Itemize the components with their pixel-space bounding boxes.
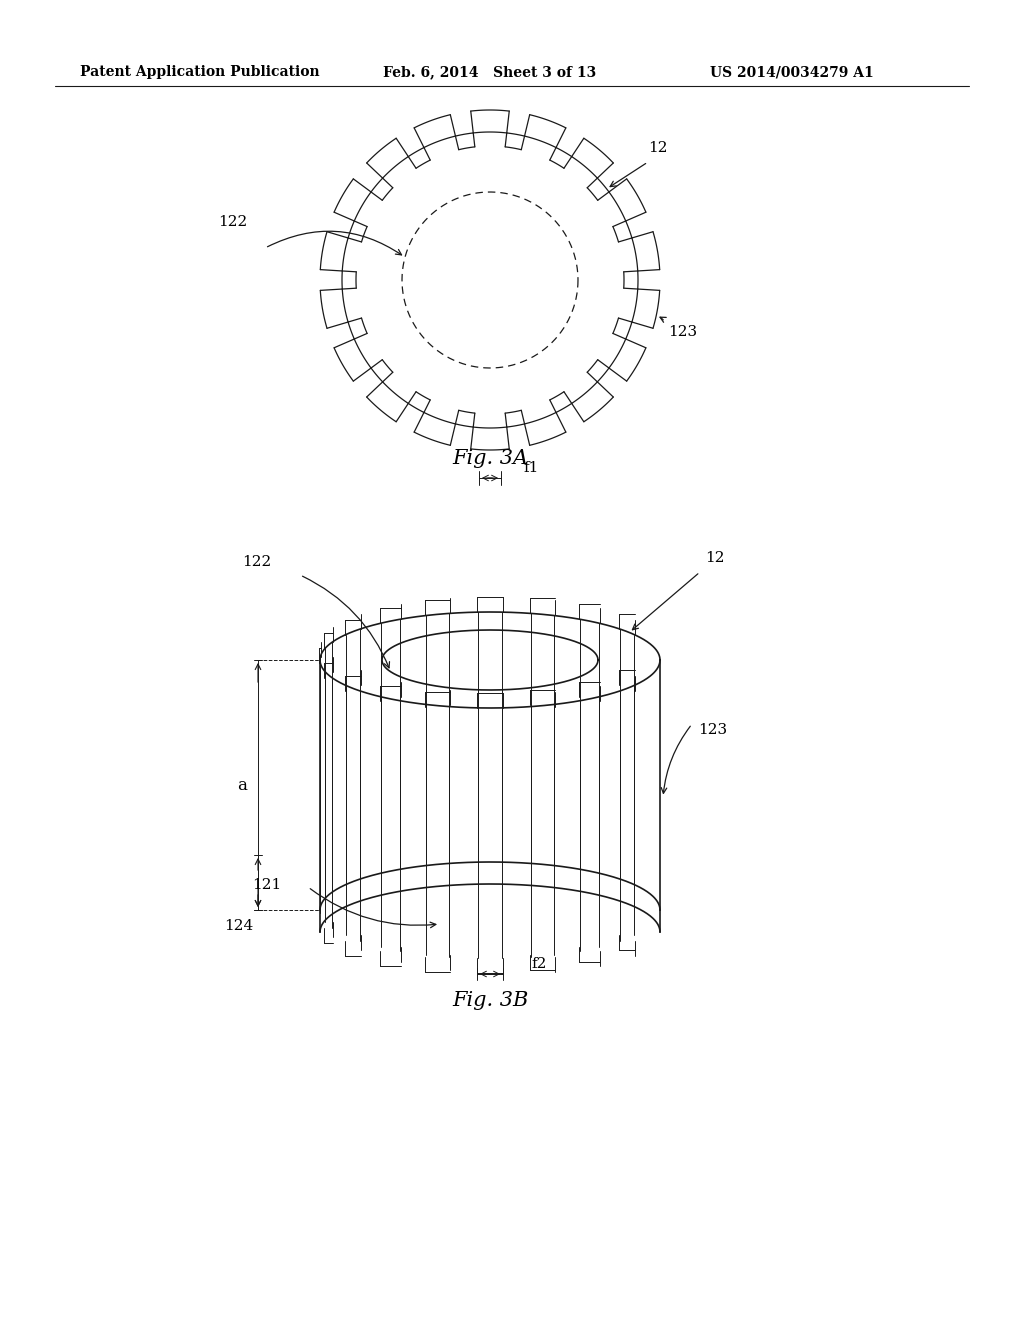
Text: Fig. 3B: Fig. 3B: [452, 990, 528, 1010]
Text: 122: 122: [242, 554, 271, 569]
Text: f1: f1: [523, 461, 539, 475]
Text: Patent Application Publication: Patent Application Publication: [80, 65, 319, 79]
Text: f2: f2: [531, 957, 547, 972]
Text: 123: 123: [698, 723, 727, 737]
Text: 12: 12: [705, 550, 725, 565]
Text: Feb. 6, 2014   Sheet 3 of 13: Feb. 6, 2014 Sheet 3 of 13: [383, 65, 597, 79]
Text: 124: 124: [224, 919, 253, 933]
Text: a: a: [238, 776, 247, 793]
Text: 122: 122: [218, 215, 247, 228]
Text: 123: 123: [668, 325, 697, 339]
Text: Fig. 3A: Fig. 3A: [452, 449, 528, 467]
Text: US 2014/0034279 A1: US 2014/0034279 A1: [710, 65, 873, 79]
Text: 12: 12: [648, 141, 668, 154]
Text: 121: 121: [252, 878, 282, 892]
